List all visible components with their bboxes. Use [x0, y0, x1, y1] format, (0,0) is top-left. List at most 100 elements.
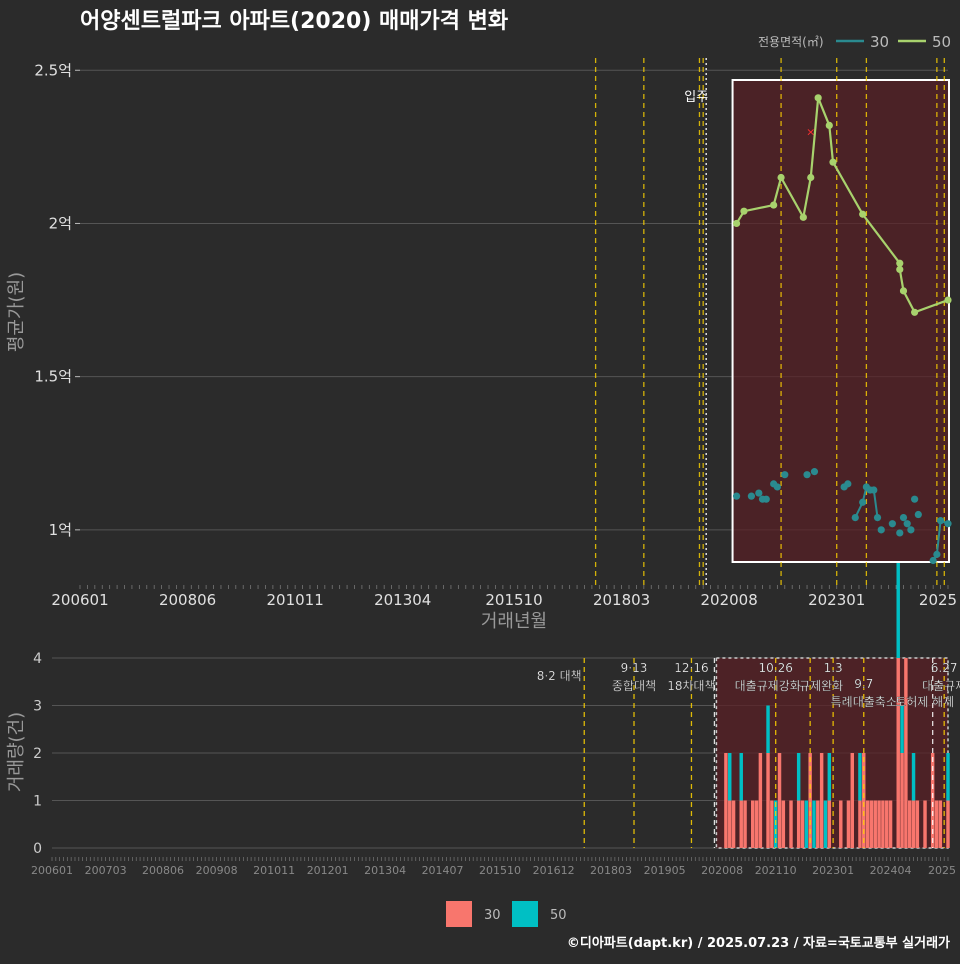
volume-x-tick-label: 201011 — [253, 864, 295, 877]
volume-x-tick-label: 200601 — [31, 864, 73, 877]
chart-title: 어양센트럴파크 아파트(2020) 매매가격 변화 — [80, 9, 508, 34]
volume-bar-30 — [862, 753, 866, 848]
volume-bar-50 — [796, 753, 801, 801]
volume-x-tick-label: 200908 — [196, 864, 238, 877]
volume-x-tick-label: 202110 — [755, 864, 797, 877]
price-policy-lines — [594, 58, 945, 585]
volume-bar-30 — [881, 800, 885, 848]
legend-swatch-bar-50 — [512, 901, 538, 927]
volume-bar-30 — [743, 800, 747, 848]
policy-label: 토허제 해제 — [895, 695, 954, 709]
volume-bar-50 — [812, 800, 816, 848]
volume-bar-30 — [770, 800, 774, 848]
series-point-30 — [933, 550, 941, 558]
legend-label-30: 30 — [870, 33, 889, 51]
volume-bar-30 — [789, 800, 793, 848]
volume-y-tick-label: 3 — [33, 699, 42, 715]
series-point-30 — [944, 520, 952, 528]
series-point-30 — [903, 520, 911, 528]
series-point-50 — [814, 94, 822, 102]
move-in-annotation: 입주 — [684, 90, 708, 105]
series-point-50 — [770, 201, 778, 209]
volume-bar-50 — [739, 753, 743, 801]
volume-bar-30 — [869, 800, 874, 848]
series-point-30 — [899, 513, 908, 522]
volume-x-tick-label: 201905 — [644, 864, 686, 877]
volume-bar-30 — [800, 800, 805, 848]
series-point-30 — [929, 556, 937, 565]
volume-x-tick-label: 2025 — [928, 864, 956, 877]
price-highlight-box — [731, 79, 950, 563]
volume-bar-30 — [808, 753, 812, 848]
volume-bar-30 — [923, 800, 927, 848]
volume-x-tick-label: 202008 — [701, 864, 743, 877]
price-x-tick-label: 201803 — [593, 591, 650, 609]
volume-x-tick-label: 202404 — [870, 864, 912, 877]
volume-bar-30 — [858, 800, 862, 848]
legend-label-50: 50 — [932, 33, 951, 51]
volume-y-tick-label: 2 — [33, 746, 42, 762]
volume-bar-30 — [758, 753, 763, 848]
price-x-tick-label: 201304 — [374, 591, 431, 609]
volume-x-axis: 200601 200703 200806 200908 201011 201201 2013… — [31, 857, 956, 877]
series-point-50 — [829, 158, 837, 166]
series-point-50 — [799, 213, 807, 221]
series-point-30 — [859, 498, 867, 506]
volume-x-tick-label: 201304 — [364, 864, 406, 877]
series-point-30 — [888, 520, 896, 528]
volume-bar-30 — [846, 800, 851, 848]
volume-x-tick-label: 201510 — [479, 864, 521, 877]
volume-bar-50 — [946, 753, 950, 801]
volume-bar-30 — [938, 800, 943, 848]
volume-bar-50 — [827, 753, 832, 801]
series-point-50 — [740, 207, 748, 215]
series-point-50 — [777, 173, 785, 182]
volume-bar-30 — [739, 800, 743, 848]
volume-bar-30 — [816, 800, 820, 848]
price-y-axis-label: 평균가(원) — [6, 272, 27, 352]
series-point-50 — [896, 265, 904, 274]
series-point-30 — [732, 492, 741, 500]
series-point-50 — [899, 287, 908, 295]
price-y-tick-label: 2억 — [49, 214, 72, 232]
series-point-30 — [873, 513, 882, 522]
series-point-50 — [732, 219, 741, 228]
volume-bar-30 — [900, 753, 904, 848]
volume-bar-30 — [754, 800, 759, 848]
volume-bar-50 — [766, 705, 770, 753]
volume-bar-50 — [911, 753, 916, 801]
series-point-50 — [859, 210, 867, 218]
policy-label: 10.26 — [759, 661, 793, 675]
series-point-30 — [810, 468, 819, 476]
series-point-50 — [896, 259, 904, 267]
price-y-tick-label: 1억 — [49, 521, 72, 539]
volume-legend: 30 50 — [446, 901, 567, 927]
legend-swatch-bar-30 — [446, 901, 472, 927]
volume-x-tick-label: 201407 — [422, 864, 464, 877]
series-point-50 — [911, 308, 919, 316]
series-point-30 — [870, 486, 878, 494]
price-series: × — [732, 94, 952, 565]
legend-label-bar-50: 50 — [550, 908, 567, 923]
series-point-30 — [803, 471, 811, 479]
volume-bar-30 — [827, 800, 832, 848]
series-point-30 — [907, 526, 915, 534]
series-point-30 — [844, 480, 852, 488]
legend-label-bar-30: 30 — [484, 908, 501, 923]
volume-x-tick-label: 201803 — [590, 864, 632, 877]
volume-bar-30 — [907, 800, 912, 848]
series-point-30 — [877, 526, 885, 534]
volume-y-tick-label: 4 — [33, 651, 42, 667]
volume-bar-50 — [728, 753, 732, 801]
volume-bar-30 — [896, 658, 900, 848]
price-x-tick-label: 202301 — [808, 591, 865, 609]
footer-credit: ©디아파트(dapt.kr) / 2025.07.23 / 자료=국토교통부 실… — [567, 935, 950, 951]
series-point-30 — [914, 510, 922, 519]
volume-policy-lines: 8·2 대책 9·13 종합대책 12·16 18차대책 10.26 대출규제강화 1.3 규제… — [537, 658, 960, 848]
policy-label: 특례대출축소 — [831, 695, 897, 709]
volume-bar-30 — [904, 658, 908, 848]
volume-bar-50 — [823, 800, 828, 848]
volume-x-tick-label: 200703 — [85, 864, 127, 877]
volume-x-tick-label: 200806 — [142, 864, 184, 877]
policy-label: 1.3 — [824, 661, 843, 675]
